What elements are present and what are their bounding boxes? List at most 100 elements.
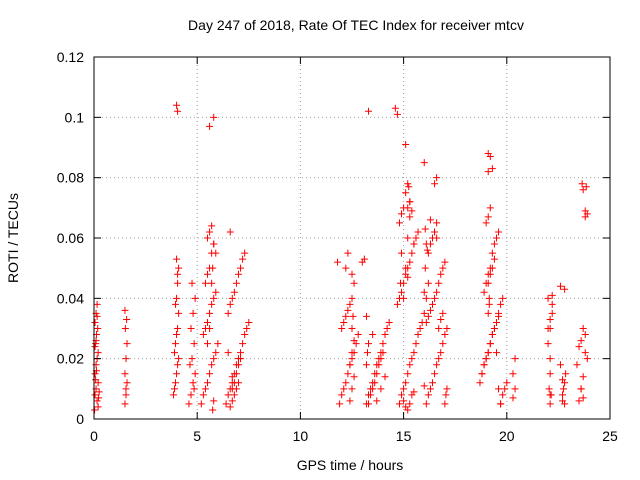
data-point [224,349,232,357]
data-point [354,331,362,339]
x-tick-label: 5 [193,428,201,444]
data-point [348,385,356,393]
data-point [172,300,180,308]
data-point [398,249,406,257]
data-point [210,294,218,302]
data-point [122,385,130,393]
data-point [501,385,509,393]
data-point [385,318,393,326]
data-point [121,400,129,408]
data-point [437,270,445,278]
data-point [562,370,570,378]
data-point [433,219,441,227]
data-point [338,325,346,332]
data-point [175,264,183,272]
data-point [488,165,496,173]
data-point [344,249,352,257]
data-point [373,370,381,378]
data-point [210,355,218,363]
data-point [365,340,373,348]
data-point [486,340,494,348]
data-point [170,385,178,393]
data-point [208,361,216,369]
y-tick-label: 0.08 [57,170,84,186]
data-point [395,400,403,408]
data-point [433,288,441,296]
data-point [406,400,414,408]
data-point [406,361,414,369]
data-point [188,279,196,287]
data-point [91,343,99,351]
data-point [208,300,216,308]
data-point [206,370,214,378]
data-point [348,270,356,278]
data-point [402,140,410,148]
data-point [94,349,102,357]
data-point [232,370,240,378]
data-point [492,234,500,242]
data-point [350,373,358,381]
data-point [212,288,220,296]
data-point [190,385,198,393]
data-point [431,370,439,378]
data-point [441,400,449,408]
data-point [342,312,350,320]
data-point [191,294,199,302]
data-point [398,288,406,296]
data-point [210,240,218,248]
data-point [206,309,214,317]
data-point [377,385,385,393]
data-point [348,294,356,302]
data-point [499,294,507,302]
data-point [579,325,587,332]
data-point [488,331,496,339]
data-point [209,406,217,414]
data-point [241,331,249,339]
data-point [484,349,492,357]
data-point [402,264,410,272]
data-point [495,228,503,236]
data-point [577,385,585,393]
data-point [204,379,212,387]
data-point [228,294,236,302]
data-point [185,400,193,408]
data-point [93,397,101,405]
data-point [121,370,129,378]
data-point [174,279,182,287]
data-point [371,379,379,387]
data-point [204,318,212,326]
data-point [404,234,412,242]
data-point [191,370,199,378]
data-point [431,228,439,236]
data-point [428,300,436,308]
data-point [548,300,556,308]
data-point [422,240,430,248]
data-point [443,385,451,393]
data-point [509,394,517,402]
data-point [546,355,554,363]
data-point [485,300,493,308]
data-point [173,370,181,378]
data-point [497,300,505,308]
data-point [398,210,406,218]
data-point [340,318,348,326]
data-point [437,349,445,357]
data-point [560,385,568,393]
data-point [410,240,418,248]
data-point [173,331,181,339]
data-point [237,264,245,272]
data-point [420,288,428,296]
data-point [402,379,410,387]
data-point [362,361,370,369]
data-point [393,300,401,308]
data-point [404,370,412,378]
data-point [243,325,251,332]
data-point [482,355,490,363]
data-point [412,234,420,242]
y-axis-label: ROTI / TECUs [5,193,21,283]
data-point [559,391,567,399]
data-point [439,309,447,317]
data-point [575,397,583,405]
